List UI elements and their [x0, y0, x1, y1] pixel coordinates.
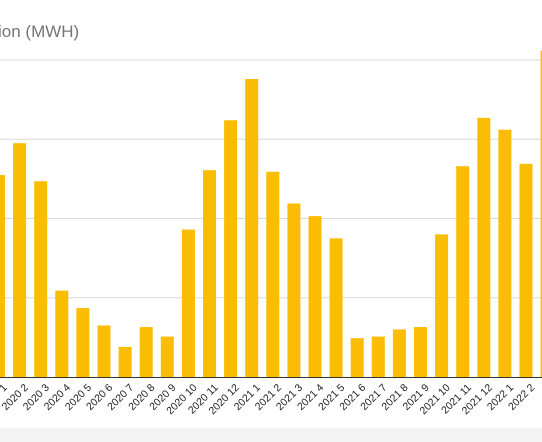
bar-2020-9: [160, 336, 174, 377]
bar-2021-7: [371, 336, 385, 377]
bar-2021-5: [329, 238, 343, 377]
bar-2021-4: [308, 216, 322, 377]
bar-2020-8: [139, 327, 153, 377]
bars: [0, 50, 542, 378]
bar-2021-6: [350, 338, 364, 377]
footer-band: [0, 428, 542, 442]
bar-2021-10: [435, 234, 449, 377]
bar-2020-3: [34, 181, 48, 377]
bar-2021-2: [266, 171, 280, 377]
bar-2020-12: [224, 120, 238, 377]
bar-2020-1: [0, 174, 5, 377]
bar-2021-11: [456, 166, 470, 377]
bar-2021-8: [392, 329, 406, 377]
bar-2020-10: [181, 229, 195, 377]
bar-2021-12: [477, 117, 491, 377]
bar-2020-4: [55, 290, 69, 377]
chart-title: ion (MWH): [0, 22, 79, 41]
bar-2022-3: [540, 50, 542, 378]
bar-2022-2: [519, 163, 533, 377]
bar-2020-11: [203, 170, 216, 377]
bar-2020-5: [76, 308, 90, 377]
bar-2021-3: [287, 203, 301, 377]
bar-2021-9: [414, 327, 427, 377]
bar-2022-1: [498, 129, 512, 377]
bar-2021-1: [245, 79, 259, 378]
bar-2020-6: [97, 325, 111, 377]
x-tick-label: 1: [0, 382, 10, 395]
bar-2020-2: [13, 143, 27, 377]
bar-2020-7: [118, 346, 132, 377]
